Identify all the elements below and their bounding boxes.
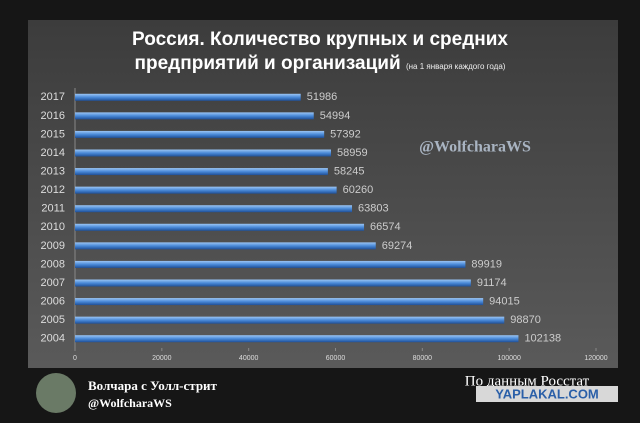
y-tick-label: 2006 xyxy=(41,295,65,307)
x-tick-label: 120000 xyxy=(584,355,607,362)
handle: @WolfcharaWS xyxy=(88,396,172,410)
site-badge xyxy=(476,386,618,402)
y-tick-label: 2008 xyxy=(41,258,65,270)
watermark: @WolfcharaWS xyxy=(419,139,531,156)
plot-background xyxy=(28,20,618,368)
bar xyxy=(75,298,484,306)
y-tick-label: 2012 xyxy=(41,184,65,196)
bar xyxy=(75,260,466,268)
bar xyxy=(75,205,353,213)
value-label: 89919 xyxy=(471,258,502,270)
value-label: 69274 xyxy=(382,240,413,252)
value-label: 66574 xyxy=(370,221,401,233)
bar xyxy=(75,223,365,231)
x-tick-label: 60000 xyxy=(326,355,346,362)
bar xyxy=(75,335,519,343)
bar xyxy=(75,186,337,194)
bar xyxy=(75,93,301,101)
value-label: 57392 xyxy=(330,128,361,140)
value-label: 98870 xyxy=(510,314,541,326)
chart-title: Россия. Количество крупных и средних пре… xyxy=(132,29,508,74)
value-label: 91174 xyxy=(477,277,507,289)
bar xyxy=(75,112,314,120)
chart-title-block: Россия. Количество крупных и средних пре… xyxy=(100,28,540,79)
bar xyxy=(75,242,376,250)
y-tick-label: 2016 xyxy=(41,110,65,122)
y-tick-label: 2014 xyxy=(41,147,65,159)
bar xyxy=(75,130,325,138)
bar xyxy=(75,316,505,324)
avatar xyxy=(36,373,76,413)
x-tick-label: 100000 xyxy=(497,355,520,362)
value-label: 54994 xyxy=(320,110,351,122)
source: По данным Росстат xyxy=(465,373,590,389)
y-tick-label: 2017 xyxy=(41,91,65,103)
x-tick-label: 40000 xyxy=(239,355,259,362)
value-label: 51986 xyxy=(307,91,338,103)
value-label: 102138 xyxy=(524,333,561,345)
y-tick-label: 2010 xyxy=(41,221,65,233)
x-tick-label: 0 xyxy=(73,355,77,362)
value-label: 60260 xyxy=(343,184,374,196)
value-label: 63803 xyxy=(358,203,389,215)
value-label: 58245 xyxy=(334,165,365,177)
y-tick-label: 2013 xyxy=(41,165,65,177)
y-tick-label: 2009 xyxy=(41,240,65,252)
bar xyxy=(75,279,471,287)
chart-subtitle: (на 1 января каждого года) xyxy=(405,62,506,71)
y-tick-label: 2011 xyxy=(41,203,65,215)
bar xyxy=(75,149,331,157)
site: YAPLAKAL.COM xyxy=(495,386,599,401)
x-tick-label: 20000 xyxy=(152,355,172,362)
bar xyxy=(75,168,328,176)
y-tick-label: 2015 xyxy=(41,128,65,140)
value-label: 94015 xyxy=(489,295,520,307)
value-label: 58959 xyxy=(337,147,368,159)
y-tick-label: 2005 xyxy=(41,314,65,326)
author: Волчара с Уолл-стрит xyxy=(88,378,218,393)
y-tick-label: 2004 xyxy=(41,333,65,345)
x-tick-label: 80000 xyxy=(413,355,433,362)
y-tick-label: 2007 xyxy=(41,277,65,289)
